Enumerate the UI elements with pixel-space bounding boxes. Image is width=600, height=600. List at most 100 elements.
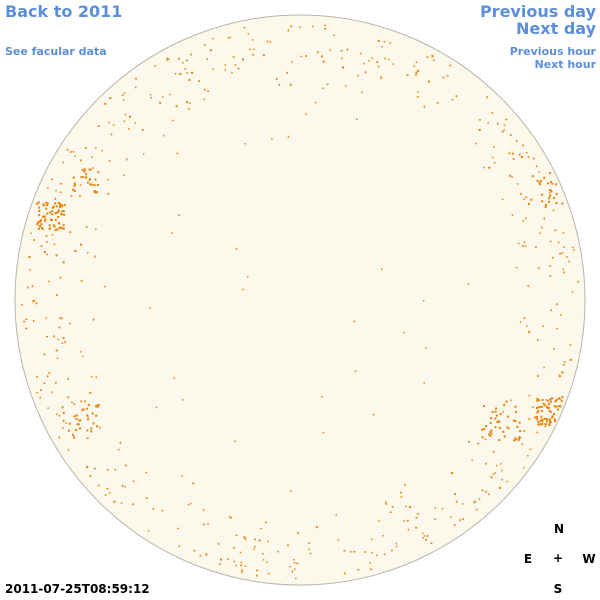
facula-speck	[527, 203, 530, 205]
facula-speck	[522, 220, 524, 222]
facula-speck	[73, 436, 76, 439]
facula-speck	[186, 72, 188, 74]
facula-speck	[80, 159, 82, 162]
facula-speck	[473, 501, 476, 504]
facula-speck	[73, 190, 76, 192]
facula-speck	[68, 422, 71, 425]
facula-speck	[30, 232, 32, 234]
facula-speck	[514, 411, 517, 413]
facula-speck	[247, 33, 250, 35]
facula-speck	[498, 426, 501, 429]
facula-speck	[260, 527, 262, 530]
facula-speck	[519, 430, 522, 433]
facula-speck	[343, 550, 346, 552]
facula-speck	[269, 41, 272, 43]
facula-speck	[521, 156, 523, 158]
facula-speck	[509, 174, 512, 177]
facula-speck	[560, 399, 563, 402]
facula-speck	[372, 413, 375, 416]
previous-hour-link[interactable]: Previous hour	[509, 45, 596, 58]
facula-speck	[422, 300, 425, 302]
facula-speck	[321, 396, 323, 398]
facula-speck	[209, 49, 212, 52]
facula-speck	[106, 487, 109, 490]
facula-speck	[67, 377, 69, 380]
facula-speck	[262, 553, 264, 555]
facula-speck	[53, 243, 56, 246]
facula-speck	[546, 420, 548, 423]
back-to-year-link[interactable]: Back to 2011	[5, 2, 123, 21]
facula-speck	[60, 213, 63, 216]
facula-speck	[548, 419, 551, 422]
facula-speck	[59, 205, 62, 208]
facula-speck	[145, 471, 148, 474]
facula-speck	[550, 181, 553, 183]
facula-speck	[59, 191, 62, 193]
facula-speck	[552, 256, 554, 259]
facula-speck	[537, 410, 540, 413]
facula-speck	[73, 403, 76, 405]
facula-speck	[512, 158, 515, 160]
facula-speck	[108, 121, 110, 124]
facula-speck	[275, 77, 278, 80]
facula-speck	[90, 376, 93, 378]
facula-speck	[548, 200, 551, 203]
facula-speck	[190, 502, 192, 505]
facula-speck	[441, 507, 444, 510]
facula-speck	[70, 195, 73, 197]
facula-speck	[501, 478, 503, 481]
facula-speck	[515, 140, 518, 143]
facula-speck	[220, 558, 222, 561]
facula-speck	[234, 64, 237, 66]
facula-speck	[381, 45, 383, 48]
facula-speck	[554, 400, 557, 403]
facula-speck	[415, 61, 418, 63]
see-facular-data-link[interactable]: See facular data	[5, 45, 107, 58]
facula-speck	[559, 253, 562, 255]
previous-day-link[interactable]: Previous day	[479, 2, 596, 21]
facula-speck	[403, 331, 405, 334]
facula-speck	[403, 520, 405, 522]
facula-speck	[154, 65, 156, 67]
facula-speck	[71, 188, 74, 191]
facula-speck	[377, 39, 380, 42]
facula-speck	[536, 407, 538, 409]
facula-speck	[79, 195, 81, 198]
next-day-link[interactable]: Next day	[516, 19, 596, 38]
facula-speck	[57, 216, 60, 218]
facula-speck	[409, 506, 412, 509]
facula-speck	[501, 130, 504, 133]
facula-speck	[287, 136, 290, 138]
facula-speck	[50, 219, 53, 221]
facula-speck	[75, 414, 78, 417]
facula-speck	[57, 338, 60, 341]
facula-speck	[47, 280, 50, 283]
facula-speck	[361, 91, 363, 94]
facula-speck	[491, 156, 494, 159]
facula-speck	[548, 409, 551, 412]
facula-speck	[96, 184, 99, 186]
facula-speck	[251, 39, 254, 41]
facula-speck	[329, 49, 332, 51]
facula-speck	[51, 234, 54, 236]
facula-speck	[96, 405, 99, 408]
facula-speck	[364, 551, 366, 553]
facula-speck	[422, 537, 424, 539]
facula-speck	[453, 524, 456, 527]
facula-speck	[308, 542, 310, 545]
facula-speck	[518, 438, 520, 441]
facula-speck	[227, 558, 229, 561]
facula-speck	[521, 443, 524, 446]
facula-speck	[353, 551, 356, 553]
facula-speck	[62, 337, 65, 340]
facula-speck	[417, 69, 420, 72]
facula-speck	[235, 248, 238, 250]
compass-east-label: E	[523, 552, 533, 566]
facula-speck	[86, 414, 89, 417]
facula-speck	[232, 56, 235, 58]
facula-speck	[127, 128, 130, 130]
next-hour-link[interactable]: Next hour	[534, 58, 597, 71]
facula-speck	[382, 535, 384, 537]
facula-speck	[182, 62, 184, 64]
